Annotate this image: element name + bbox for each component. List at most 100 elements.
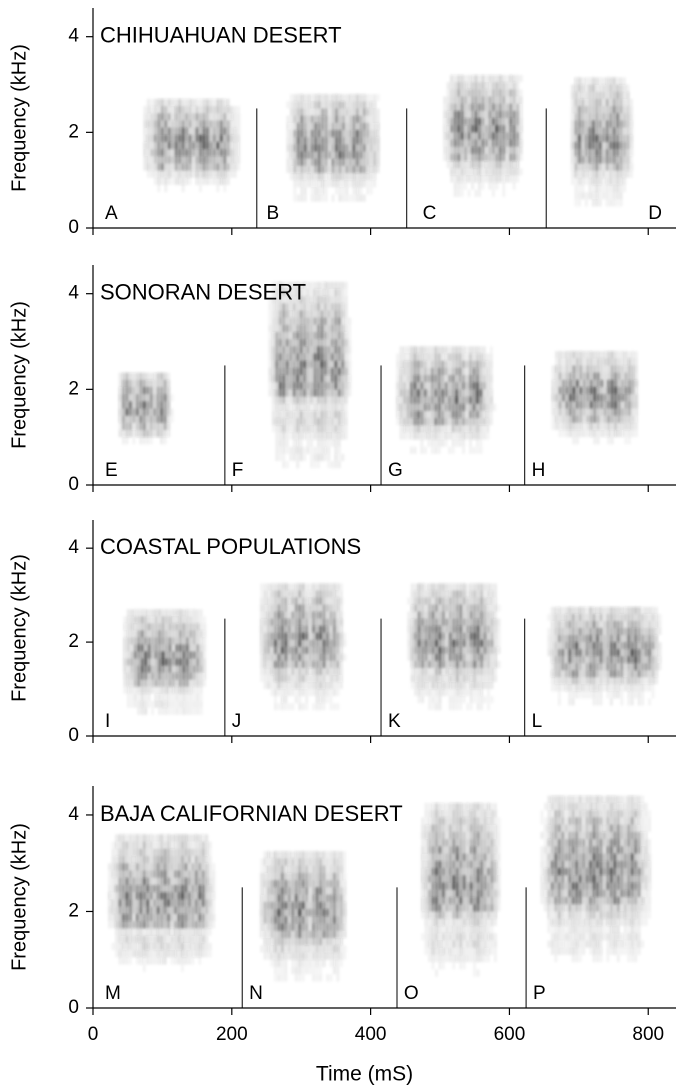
spectrogram-cell: [126, 856, 129, 863]
spectrogram-cell: [300, 325, 303, 332]
spectrogram-cell: [297, 166, 300, 173]
spectrogram-cell: [192, 842, 195, 849]
spectrogram-cell: [217, 163, 220, 170]
spectrogram-cell: [600, 614, 603, 621]
spectrogram-cell: [175, 120, 178, 127]
spectrogram-cell: [167, 423, 170, 430]
spectrogram-cell: [610, 635, 613, 642]
spectrogram-cell: [454, 140, 457, 147]
spectrogram-cell: [136, 921, 139, 928]
spectrogram-cell: [572, 698, 575, 705]
spectrogram-cell: [620, 698, 623, 705]
spectrogram-cell: [338, 339, 341, 346]
spectrogram-cell: [600, 670, 603, 677]
spectrogram-cell: [314, 310, 317, 317]
spectrogram-cell: [206, 99, 209, 106]
spectrogram-cell: [300, 418, 303, 425]
spectrogram-cell: [606, 142, 609, 149]
spectrogram-cell: [175, 156, 178, 163]
spectrogram-cell: [167, 885, 170, 892]
call-label: F: [232, 460, 244, 481]
spectrogram-cell: [328, 137, 331, 144]
spectrogram-cell: [148, 659, 151, 666]
spectrogram-cell: [461, 190, 464, 197]
spectrogram-cell: [338, 440, 341, 447]
spectrogram-cell: [421, 590, 424, 597]
spectrogram-cell: [286, 353, 289, 360]
spectrogram-cell: [151, 616, 154, 623]
spectrogram-cell: [300, 303, 303, 310]
spectrogram-cell: [628, 430, 631, 437]
spectrogram-cell: [304, 130, 307, 137]
spectrogram-cell: [230, 135, 233, 142]
spectrogram-cell: [487, 418, 490, 425]
spectrogram-cell: [502, 96, 505, 103]
spectrogram-cell: [335, 440, 338, 447]
spectrogram-cell: [290, 123, 293, 130]
spectrogram-cell: [421, 432, 424, 439]
spectrogram-cell: [119, 899, 122, 906]
spectrogram-cell: [617, 642, 620, 649]
spectrogram-cell: [189, 659, 192, 666]
spectrogram-cell: [439, 675, 442, 682]
spectrogram-cell: [466, 418, 469, 425]
spectrogram-cell: [178, 936, 181, 943]
spectrogram-cell: [282, 397, 285, 404]
spectrogram-cell: [377, 151, 380, 158]
spectrogram-cell: [652, 684, 655, 691]
spectrogram-cell: [328, 353, 331, 360]
spectrogram-cell: [321, 130, 324, 137]
spectrogram-cell: [314, 432, 317, 439]
spectrogram-cell: [555, 373, 558, 380]
spectrogram-cell: [363, 144, 366, 151]
spectrogram-cell: [442, 597, 445, 604]
spectrogram-cell: [407, 597, 410, 604]
spectrogram-cell: [220, 149, 223, 156]
spectrogram-cell: [171, 856, 174, 863]
spectrogram-cell: [179, 680, 182, 687]
spectrogram-cell: [489, 168, 492, 175]
spectrogram-cell: [309, 597, 312, 604]
spectrogram-cell: [143, 899, 146, 906]
spectrogram-cell: [182, 120, 185, 127]
spectrogram-cell: [449, 654, 452, 661]
spectrogram-cell: [189, 616, 192, 623]
spectrogram-cell: [304, 166, 307, 173]
spectrogram-cell: [469, 432, 472, 439]
spectrogram-cell: [181, 856, 184, 863]
spectrogram-cell: [496, 132, 499, 139]
spectrogram-cell: [192, 834, 195, 841]
spectrogram-cell: [461, 154, 464, 161]
spectrogram-cell: [269, 339, 272, 346]
spectrogram-cell: [454, 168, 457, 175]
spectrogram-cell: [227, 171, 230, 178]
spectrogram-cell: [632, 387, 635, 394]
spectrogram-cell: [330, 626, 333, 633]
spectrogram-cell: [136, 423, 139, 430]
spectrogram-cell: [312, 682, 315, 689]
spectrogram-cell: [192, 120, 195, 127]
spectrogram-cell: [345, 282, 348, 289]
spectrogram-cell: [321, 432, 324, 439]
spectrogram-cell: [311, 151, 314, 158]
spectrogram-cell: [559, 351, 562, 358]
spectrogram-cell: [618, 416, 621, 423]
spectrogram-cell: [300, 361, 303, 368]
spectrogram-cell: [305, 640, 308, 647]
spectrogram-cell: [489, 96, 492, 103]
spectrogram-cell: [509, 168, 512, 175]
spectrogram-cell: [122, 834, 125, 841]
spectrogram-cell: [314, 137, 317, 144]
spectrogram-cell: [373, 144, 376, 151]
spectrogram-cell: [150, 430, 153, 437]
spectrogram-cell: [344, 640, 347, 647]
spectrogram-cell: [311, 180, 314, 187]
spectrogram-cell: [298, 626, 301, 633]
spectrogram-cell: [314, 159, 317, 166]
spectrogram-cell: [516, 104, 519, 111]
spectrogram-cell: [469, 440, 472, 447]
spectrogram-cell: [279, 339, 282, 346]
spectrogram-cell: [400, 361, 403, 368]
spectrogram-cell: [155, 616, 158, 623]
spectrogram-cell: [454, 183, 457, 190]
